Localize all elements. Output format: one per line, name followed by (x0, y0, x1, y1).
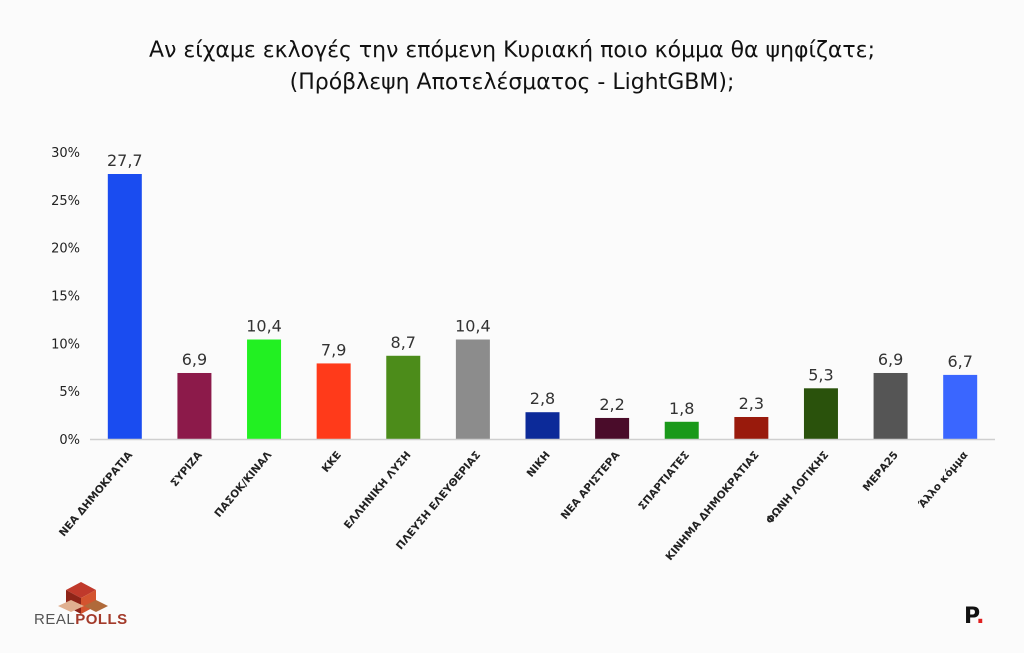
x-tick-label: ΕΛΛΗΝΙΚΗ ΛΥΣΗ (342, 449, 414, 531)
chart-title-line2: (Πρόβλεψη Αποτελέσματος - LightGBM); (289, 70, 735, 95)
y-axis: 0% 5% 10% 15% 20% 25% 30% (51, 146, 80, 448)
x-tick-label: ΝΕΑ ΑΡΙΣΤΕΡΑ (559, 449, 623, 522)
data-label: 1,8 (669, 399, 694, 418)
data-label: 6,7 (947, 352, 972, 371)
x-tick-label: ΠΑΣΟΚ/ΚΙΝΑΛ (212, 449, 275, 520)
data-label: 10,4 (455, 317, 491, 336)
y-tick-label: 0% (59, 433, 80, 448)
bar (107, 174, 142, 439)
x-axis-labels: ΝΕΑ ΔΗΜΟΚΡΑΤΙΑ ΣΥΡΙΖΑ ΠΑΣΟΚ/ΚΙΝΑΛ ΚΚΕΕΛΛΗΝΙ… (57, 449, 970, 563)
logo-text-polls: POLLS (75, 611, 128, 628)
bar (455, 339, 490, 439)
data-label: 27,7 (107, 151, 143, 170)
x-tick-label: ΣΠΑΡΤΙΑΤΕΣ (636, 449, 692, 512)
data-label: 8,7 (391, 333, 416, 352)
p-logo-letter: P (964, 604, 977, 629)
data-label: 5,3 (808, 365, 833, 384)
x-tick-label: ΝΙΚΗ (525, 449, 553, 479)
p-logo: P. (964, 604, 984, 629)
chart-title-line1: Αν είχαμε εκλογές την επόμενη Κυριακή πο… (149, 38, 875, 63)
x-tick-label: ΝΕΑ ΔΗΜΟΚΡΑΤΙΑ (57, 449, 136, 539)
bar (177, 372, 212, 439)
y-tick-label: 20% (51, 242, 80, 257)
y-tick-label: 15% (51, 290, 80, 305)
bars (107, 174, 978, 439)
p-logo-dot: . (976, 604, 985, 629)
bar (595, 417, 630, 439)
y-tick-label: 5% (59, 385, 80, 400)
data-label: 6,9 (878, 350, 903, 369)
bar (247, 339, 282, 439)
logo-text-real: REAL (34, 611, 76, 628)
x-tick-label: Άλλο κόμμα (916, 449, 970, 510)
data-label: 6,9 (182, 350, 207, 369)
x-tick-label: ΦΩΝΗ ΛΟΓΙΚΗΣ (764, 449, 832, 526)
x-tick-label: ΠΛΕΥΣΗ ΕΛΕΥΘΕΡΙΑΣ (394, 449, 483, 552)
bar (873, 372, 908, 439)
bar (734, 416, 769, 439)
bar (525, 412, 560, 439)
realpolls-logo-icon (58, 582, 108, 614)
bar (943, 374, 978, 439)
bar (316, 363, 351, 439)
data-label: 2,2 (599, 395, 624, 414)
y-tick-label: 30% (51, 146, 80, 161)
x-tick-label: ΜΕΡΑ25 (861, 449, 901, 494)
x-tick-label: ΣΥΡΙΖΑ (168, 449, 205, 490)
bar (386, 355, 421, 439)
data-label: 2,8 (530, 389, 555, 408)
data-label: 10,4 (246, 317, 282, 336)
y-tick-label: 10% (51, 337, 80, 352)
data-label: 7,9 (321, 340, 346, 359)
realpolls-logo-text: REALPOLLS (34, 611, 128, 628)
x-tick-label: ΚΚΕ (320, 449, 344, 475)
data-label: 2,3 (739, 394, 764, 413)
bar (664, 421, 699, 439)
bar (803, 388, 838, 439)
value-labels: 27,7 6,9 10,4 7,9 8,7 10,4 2,8 2,2 1,8 2,3 5,3 6,9 6… (107, 151, 973, 418)
y-tick-label: 25% (51, 194, 80, 209)
